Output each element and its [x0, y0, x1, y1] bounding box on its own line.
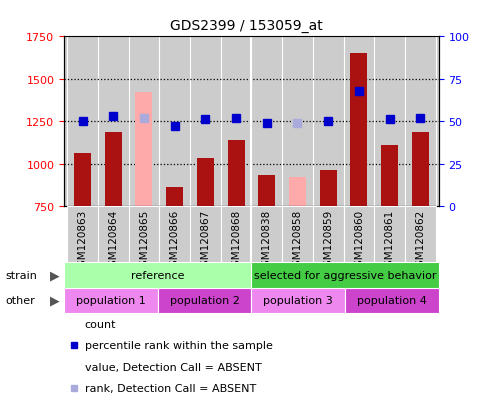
- Text: other: other: [5, 296, 35, 306]
- Text: GSM120867: GSM120867: [200, 209, 211, 273]
- Bar: [228, 140, 245, 206]
- Bar: [74, 153, 91, 206]
- Text: population 3: population 3: [263, 296, 333, 306]
- FancyBboxPatch shape: [129, 206, 159, 262]
- Bar: [381, 145, 398, 206]
- FancyBboxPatch shape: [98, 206, 129, 262]
- Bar: [412, 133, 429, 206]
- FancyBboxPatch shape: [251, 262, 439, 288]
- Bar: [351, 54, 367, 206]
- Text: population 4: population 4: [357, 296, 427, 306]
- Text: percentile rank within the sample: percentile rank within the sample: [85, 340, 273, 350]
- FancyBboxPatch shape: [221, 206, 251, 262]
- Bar: [258, 176, 275, 206]
- FancyBboxPatch shape: [159, 206, 190, 262]
- Text: GSM120861: GSM120861: [385, 209, 394, 273]
- Text: rank, Detection Call = ABSENT: rank, Detection Call = ABSENT: [85, 383, 256, 393]
- Text: GDS2399 / 153059_at: GDS2399 / 153059_at: [170, 19, 323, 33]
- FancyBboxPatch shape: [344, 206, 374, 262]
- Bar: [136, 93, 152, 206]
- FancyBboxPatch shape: [64, 288, 158, 313]
- Text: population 2: population 2: [170, 296, 240, 306]
- Text: GSM120864: GSM120864: [108, 209, 118, 273]
- Text: strain: strain: [5, 270, 37, 280]
- Bar: [320, 171, 337, 206]
- FancyBboxPatch shape: [251, 206, 282, 262]
- FancyBboxPatch shape: [158, 288, 251, 313]
- Bar: [289, 178, 306, 206]
- FancyBboxPatch shape: [67, 206, 98, 262]
- Bar: [105, 133, 122, 206]
- FancyBboxPatch shape: [313, 206, 344, 262]
- FancyBboxPatch shape: [405, 206, 436, 262]
- Bar: [197, 159, 214, 206]
- Text: GSM120838: GSM120838: [262, 209, 272, 273]
- Text: reference: reference: [131, 270, 184, 280]
- Text: GSM120860: GSM120860: [354, 209, 364, 272]
- Text: population 1: population 1: [76, 296, 146, 306]
- FancyBboxPatch shape: [64, 262, 251, 288]
- FancyBboxPatch shape: [190, 206, 221, 262]
- Text: selected for aggressive behavior: selected for aggressive behavior: [254, 270, 436, 280]
- Text: GSM120868: GSM120868: [231, 209, 241, 273]
- FancyBboxPatch shape: [345, 288, 439, 313]
- Text: GSM120865: GSM120865: [139, 209, 149, 273]
- FancyBboxPatch shape: [282, 206, 313, 262]
- Text: GSM120858: GSM120858: [292, 209, 303, 273]
- Text: count: count: [85, 319, 116, 329]
- Text: GSM120862: GSM120862: [415, 209, 425, 273]
- Text: GSM120859: GSM120859: [323, 209, 333, 273]
- FancyBboxPatch shape: [374, 206, 405, 262]
- Text: GSM120866: GSM120866: [170, 209, 179, 273]
- Text: ▶: ▶: [49, 294, 59, 307]
- Text: ▶: ▶: [49, 268, 59, 282]
- Bar: [166, 188, 183, 206]
- Text: GSM120863: GSM120863: [77, 209, 88, 273]
- FancyBboxPatch shape: [251, 288, 345, 313]
- Text: value, Detection Call = ABSENT: value, Detection Call = ABSENT: [85, 362, 262, 372]
